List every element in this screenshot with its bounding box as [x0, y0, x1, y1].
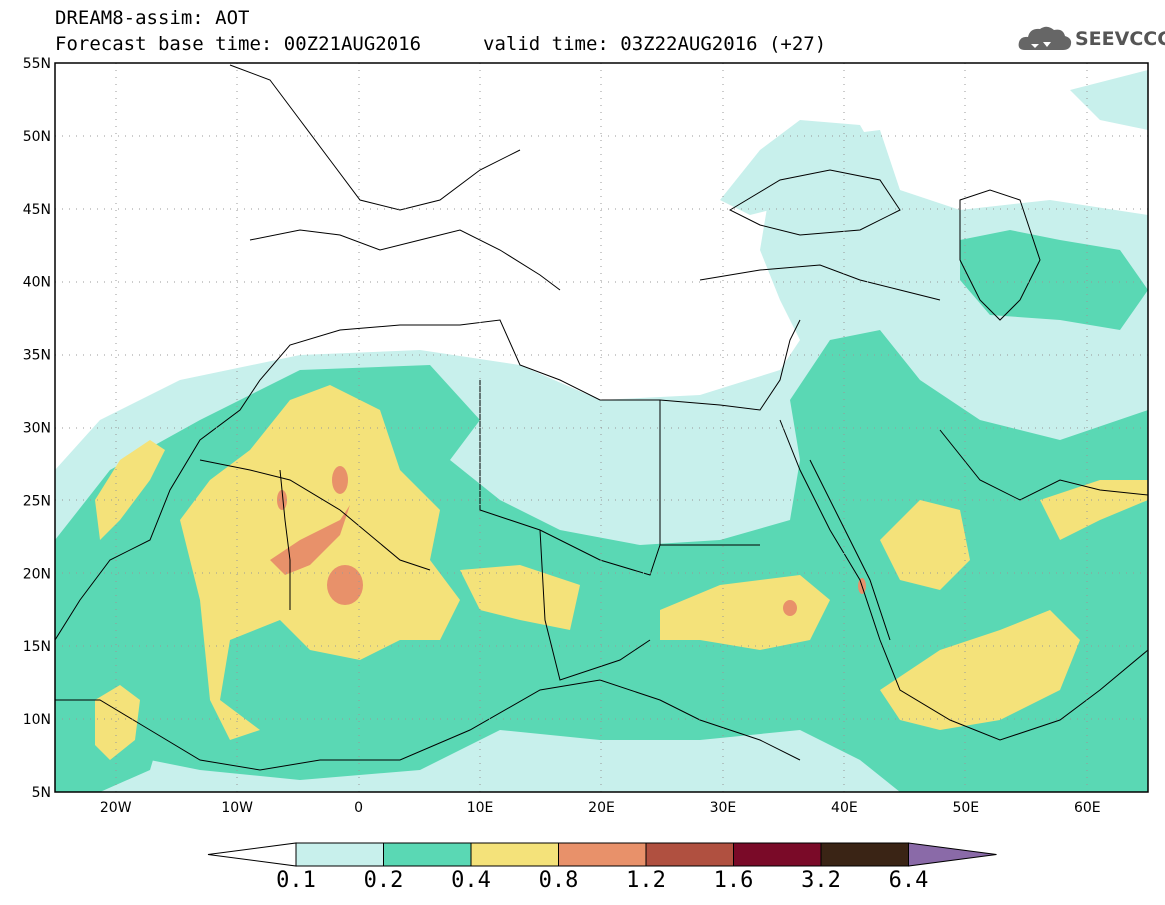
colorbar-swatch: [470, 842, 559, 867]
aot-layer-light-east: [1070, 70, 1148, 130]
lon-label: 40E: [831, 800, 858, 816]
lon-label: 10E: [467, 800, 494, 816]
lon-label: 20W: [100, 800, 132, 816]
lat-label: 40N: [23, 275, 51, 291]
lat-label: 35N: [23, 348, 51, 364]
lat-label: 50N: [23, 129, 51, 145]
colorbar-labels: 0.1 0.2 0.4 0.8 1.2 1.6 3.2 6.4: [0, 868, 1165, 898]
aot-layer-orange-3: [332, 466, 348, 494]
colorbar-label: 6.4: [888, 868, 929, 893]
colorbar-label: 0.2: [363, 868, 404, 893]
colorbar-label: 1.6: [713, 868, 754, 893]
aot-layer-yellow-arabia: [880, 500, 970, 590]
lat-label: 5N: [32, 785, 51, 801]
colorbar-swatch: [383, 842, 472, 867]
aot-layer-orange-5: [783, 600, 797, 616]
lon-label: 30E: [710, 800, 737, 816]
longitude-labels: 20W 10W 0 10E 20E 30E 40E 50E 60E: [100, 800, 1101, 816]
coastlines: [55, 64, 1148, 771]
aot-layer-yellow-gulf: [1040, 480, 1148, 540]
lon-label: 60E: [1074, 800, 1101, 816]
colorbar-swatch: [645, 842, 734, 867]
lat-label: 15N: [23, 639, 51, 655]
colorbar-arrow-right: [908, 842, 997, 867]
colorbar: [207, 842, 997, 867]
aot-layer-yellow-sahara: [180, 385, 460, 740]
aot-layer-yellow-westafrica: [95, 440, 165, 540]
lon-label: 20E: [588, 800, 615, 816]
colorbar-label: 0.1: [276, 868, 316, 893]
cloud-icon: [1018, 26, 1072, 50]
colorbar-label: 0.8: [538, 868, 579, 893]
map-title: DREAM8-assim: AOT: [55, 7, 250, 29]
colorbar-swatch: [733, 842, 822, 867]
lat-label: 10N: [23, 712, 51, 728]
lat-label: 55N: [23, 56, 51, 72]
colorbar-label: 1.2: [626, 868, 666, 893]
colorbar-arrow-left: [207, 842, 297, 867]
lat-label: 45N: [23, 202, 51, 218]
graticule: [55, 63, 1148, 792]
colorbar-label: 3.2: [801, 868, 841, 893]
colorbar-label: 0.4: [451, 868, 491, 893]
seevccc-logo: SEEVCCC: [1017, 22, 1165, 56]
valid-time: valid time: 03Z22AUG2016 (+27): [483, 33, 827, 55]
aot-layer-yellow-sudan: [660, 575, 830, 650]
lon-label: 50E: [952, 800, 979, 816]
logo-text: SEEVCCC: [1075, 28, 1165, 50]
aot-layer-orange-4: [277, 490, 287, 510]
map-frame: [54, 62, 1149, 793]
latitude-labels: 55N 50N 45N 40N 35N 30N 25N 20N 15N 10N 5N: [23, 56, 51, 801]
aot-layer-yellow-yemen: [880, 610, 1080, 730]
colorbar-swatch: [820, 842, 909, 867]
aot-layer-light-north: [720, 120, 880, 215]
lat-label: 25N: [23, 493, 51, 509]
lon-label: 0: [354, 800, 363, 816]
aot-layer-yellow-central: [460, 565, 580, 630]
lat-label: 30N: [23, 421, 51, 437]
aot-layer-orange-2: [327, 565, 363, 605]
aot-layer-medium-caspian: [960, 230, 1148, 330]
forecast-base-time: Forecast base time: 00Z21AUG2016: [55, 33, 422, 55]
lat-label: 20N: [23, 566, 51, 582]
lon-label: 10W: [221, 800, 253, 816]
colorbar-swatch: [295, 842, 384, 867]
colorbar-swatch: [558, 842, 647, 867]
